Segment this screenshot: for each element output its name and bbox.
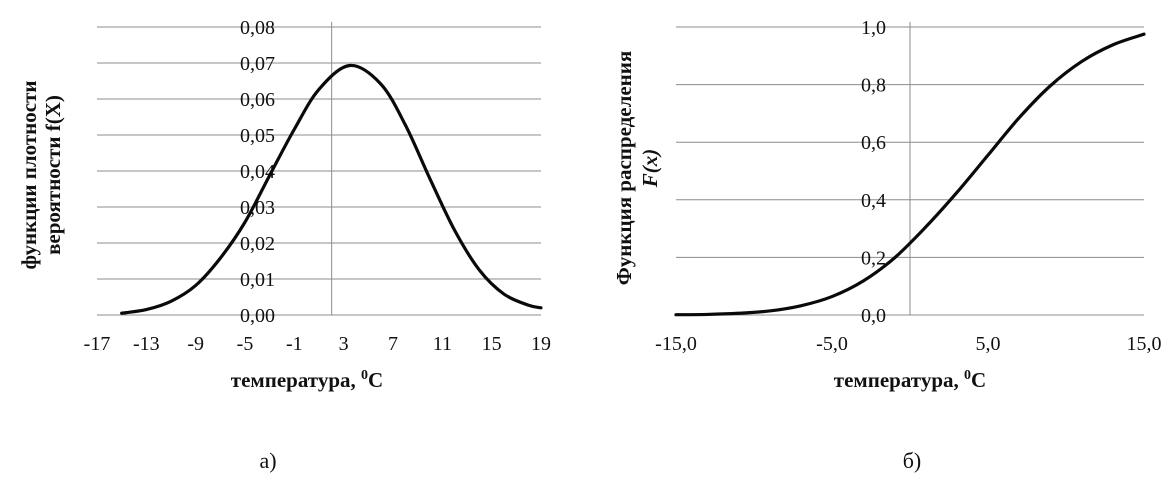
chart-b-y-tick-label: 0,4 — [861, 190, 886, 212]
chart-b-xlabel: температура, 0С — [834, 368, 986, 392]
chart-b-y-tick-labels: 0,0 0,2 0,4 0,6 0,8 1,0 — [861, 17, 886, 327]
chart-a-x-tick-label: -13 — [133, 333, 160, 355]
chart-a-y-tick-label: 0,07 — [240, 53, 275, 75]
chart-a-gridlines — [97, 26, 541, 316]
chart-a-x-tick-label: 19 — [531, 333, 551, 355]
chart-b-ylabel-line-2: F(x) — [638, 149, 662, 189]
chart-a-x-tick-label: -5 — [237, 333, 254, 355]
chart-a-y-tick-label: 0,02 — [240, 233, 275, 255]
chart-b-y-tick-label: 0,6 — [861, 132, 886, 154]
chart-a-x-tick-label: -1 — [286, 333, 303, 355]
chart-b-distribution-curve — [674, 32, 1146, 317]
chart-a-panel-label: а) — [259, 448, 276, 473]
chart-a-x-tick-label: 11 — [433, 333, 452, 355]
chart-b-x-tick-label: 5,0 — [976, 333, 1001, 355]
chart-b-ylabel-line-1: Функция распределения — [612, 51, 636, 285]
chart-a-y-tick-label: 0,05 — [240, 125, 275, 147]
chart-a-y-tick-labels: 0,000,010,020,030,040,050,060,070,08 — [240, 17, 275, 327]
chart-a-x-tick-label: -9 — [187, 333, 204, 355]
chart-a-xlabel: температура, 0С — [231, 368, 383, 392]
chart-a-y-tick-label: 0,08 — [240, 17, 275, 39]
chart-b-x-tick-label: -15,0 — [655, 333, 697, 355]
chart-b-y-tick-label: 0,0 — [861, 305, 886, 327]
chart-a-y-tick-label: 0,04 — [240, 161, 275, 183]
chart-a-x-tick-label: 3 — [339, 333, 349, 355]
chart-a-y-tick-label: 0,01 — [240, 269, 275, 291]
chart-a-ylabel-line-2: вероятности f(X) — [41, 95, 65, 255]
chart-a-ylabel-line-1: функции плотности — [17, 80, 41, 269]
chart-a: 0,000,010,020,030,040,050,060,070,08 -17… — [17, 17, 551, 473]
chart-a-y-tick-label: 0,06 — [240, 89, 275, 111]
chart-a-x-tick-label: 15 — [482, 333, 502, 355]
chart-a-x-tick-labels: -17 -13 -9 -5 -1 3 7 11 15 19 — [84, 333, 551, 355]
chart-a-y-tick-label: 0,00 — [240, 305, 275, 327]
chart-b-x-tick-labels: -15,0 -5,0 5,0 15,0 — [655, 333, 1161, 355]
chart-a-x-tick-label: 7 — [388, 333, 398, 355]
chart-a-density-curve — [120, 63, 543, 315]
chart-b-y-tick-label: 0,2 — [861, 247, 886, 269]
chart-b-x-tick-label: 15,0 — [1127, 333, 1162, 355]
chart-a-x-tick-label: -17 — [84, 333, 111, 355]
chart-b: 0,0 0,2 0,4 0,6 0,8 1,0 -15,0 -5,0 5,0 15,0 Функ… — [612, 17, 1162, 473]
chart-b-y-tick-label: 1,0 — [861, 17, 886, 39]
chart-b-x-tick-label: -5,0 — [816, 333, 848, 355]
chart-b-y-tick-label: 0,8 — [861, 75, 886, 97]
chart-b-panel-label: б) — [903, 448, 922, 473]
